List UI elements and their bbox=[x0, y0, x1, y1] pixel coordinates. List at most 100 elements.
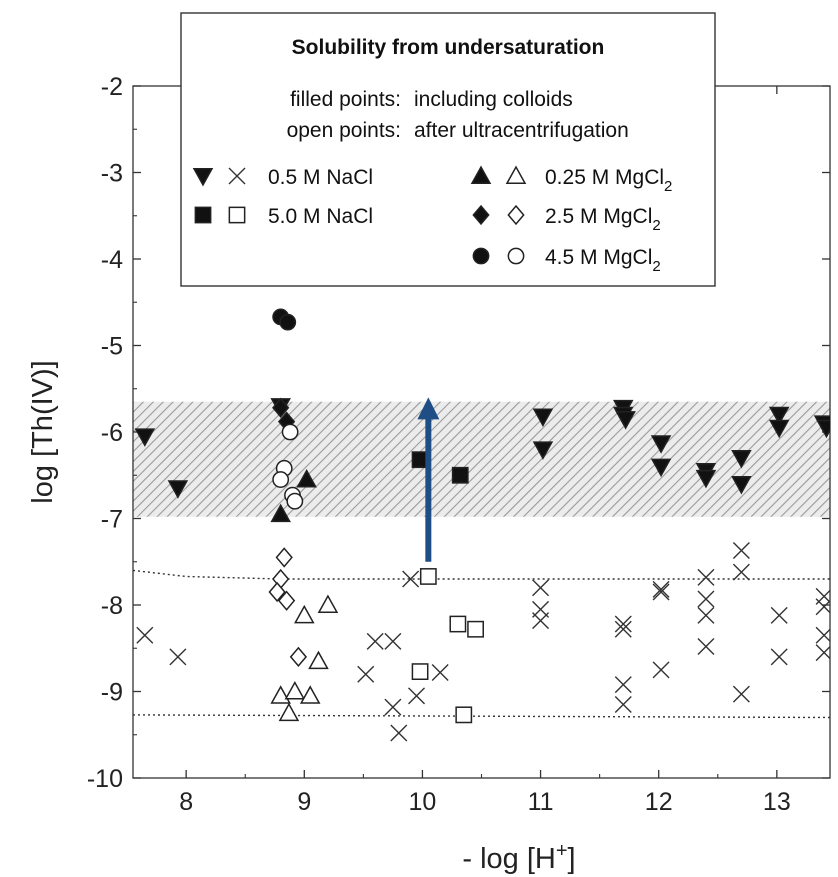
open-x-point bbox=[614, 676, 632, 694]
open-x-point bbox=[402, 570, 420, 588]
open-x-point bbox=[732, 563, 750, 581]
dotted-reference-lines bbox=[132, 569, 831, 719]
filled-circle-point bbox=[279, 313, 297, 331]
legend-label-5.0M-NaCl: 5.0 M NaCl bbox=[268, 205, 373, 228]
open-x-point bbox=[431, 663, 449, 681]
legend-note-open-value: after ultracentrifugation bbox=[414, 119, 629, 142]
legend-filled-circle-symbol bbox=[472, 247, 490, 265]
open-x-point bbox=[136, 626, 154, 644]
y-tick-label: -9 bbox=[101, 679, 123, 707]
open-x-point bbox=[697, 590, 715, 608]
open-triangle-up-point bbox=[299, 685, 321, 704]
dotted-line-2 bbox=[132, 714, 831, 719]
open-x-point bbox=[384, 632, 402, 650]
legend-filled-square-symbol bbox=[194, 206, 212, 224]
open-x-point bbox=[652, 661, 670, 679]
legend-open-x-symbol bbox=[228, 167, 246, 185]
open-x-point bbox=[770, 606, 788, 624]
blue-arrow bbox=[417, 397, 440, 562]
y-tick-label: -7 bbox=[101, 506, 123, 534]
open-x-point bbox=[652, 580, 670, 598]
open-circle-point bbox=[286, 492, 304, 510]
x-tick-label: 13 bbox=[763, 788, 791, 816]
x-tick-label: 8 bbox=[179, 788, 193, 816]
open-square-point bbox=[419, 568, 437, 585]
open-x-point bbox=[815, 644, 830, 662]
open-x-point bbox=[697, 638, 715, 656]
legend: Solubility from undersaturation filled p… bbox=[180, 12, 716, 287]
legend-filled-triangle-up-symbol bbox=[470, 165, 492, 184]
open-square-point bbox=[467, 620, 484, 638]
filled-triangle-down-point bbox=[650, 435, 672, 454]
y-axis-title: log [Th(IV)] bbox=[27, 360, 59, 503]
filled-triangle-down-point bbox=[731, 450, 752, 469]
filled-triangle-up-point bbox=[270, 503, 291, 523]
open-x-point bbox=[532, 579, 550, 597]
x-tick-label: 10 bbox=[409, 788, 437, 816]
filled-triangle-down-point bbox=[816, 419, 830, 439]
legend-note-filled-value: including colloids bbox=[414, 88, 573, 111]
open-x-point bbox=[614, 620, 632, 638]
open-x-point bbox=[732, 685, 750, 703]
legend-symbols bbox=[192, 165, 527, 265]
filled-triangle-up-point bbox=[296, 469, 317, 488]
open-x-point bbox=[815, 626, 830, 644]
filled-square-point bbox=[451, 466, 469, 484]
filled-triangle-down-point bbox=[768, 419, 790, 439]
filled-triangle-down-point bbox=[695, 469, 717, 489]
legend-filled-diamond-symbol bbox=[472, 204, 490, 226]
open-x-point bbox=[532, 612, 550, 630]
open-circle-point bbox=[272, 471, 290, 488]
open-square-point bbox=[449, 615, 467, 633]
y-tick-label: -6 bbox=[101, 419, 123, 447]
open-diamond-point bbox=[268, 581, 286, 603]
legend-filled-triangle-down-symbol bbox=[192, 168, 214, 187]
filled-triangle-down-point bbox=[768, 406, 790, 426]
x-axis-title: - log [H+] bbox=[462, 840, 575, 875]
filled-triangle-down-point bbox=[731, 475, 752, 495]
y-tick-label: -10 bbox=[87, 765, 123, 793]
filled-triangle-down-point bbox=[532, 408, 554, 427]
open-triangle-up-point bbox=[294, 604, 315, 624]
filled-triangle-down-point bbox=[615, 411, 636, 430]
x-tick-label: 11 bbox=[528, 788, 554, 816]
filled-triangle-down-point bbox=[134, 428, 156, 447]
open-x-point bbox=[614, 615, 632, 633]
legend-note-open-key: open points: bbox=[287, 119, 401, 142]
open-x-point bbox=[815, 598, 830, 616]
legend-open-diamond-symbol bbox=[507, 204, 525, 226]
x-tick-label: 12 bbox=[645, 788, 673, 816]
open-x-point bbox=[357, 665, 375, 683]
legend-label-2.5M-MgCl2: 2.5 M MgCl2 bbox=[545, 205, 661, 234]
open-square-point bbox=[411, 663, 429, 681]
legend-title: Solubility from undersaturation bbox=[292, 36, 605, 59]
open-x-point bbox=[697, 568, 715, 586]
dotted-line-1 bbox=[132, 569, 830, 580]
legend-label-4.5M-MgCl2: 4.5 M MgCl2 bbox=[545, 246, 661, 275]
open-x-point bbox=[366, 632, 384, 650]
x-tick-label: 9 bbox=[297, 788, 311, 816]
open-diamond-point bbox=[289, 646, 308, 668]
open-diamond-point bbox=[277, 590, 296, 611]
legend-open-circle-symbol bbox=[507, 247, 525, 265]
filled-triangle-down-point bbox=[650, 458, 672, 478]
open-x-point bbox=[169, 648, 187, 666]
open-square-point bbox=[455, 706, 473, 724]
open-x-point bbox=[652, 583, 670, 601]
open-x-point bbox=[770, 648, 788, 666]
open-circle-point bbox=[281, 423, 299, 441]
open-triangle-up-point bbox=[284, 680, 306, 700]
data-points bbox=[134, 308, 830, 742]
legend-note-filled-key: filled points: bbox=[290, 88, 401, 111]
open-diamond-point bbox=[275, 547, 293, 568]
open-x-point bbox=[384, 698, 402, 716]
y-tick-label: -5 bbox=[101, 333, 123, 361]
legend-open-triangle-up-symbol bbox=[505, 165, 527, 184]
open-triangle-up-point bbox=[270, 685, 291, 704]
open-triangle-up-point bbox=[308, 650, 329, 670]
open-x-point bbox=[732, 542, 750, 559]
open-triangle-up-point bbox=[317, 594, 339, 613]
filled-triangle-down-point bbox=[167, 480, 189, 499]
open-x-point bbox=[697, 606, 715, 624]
